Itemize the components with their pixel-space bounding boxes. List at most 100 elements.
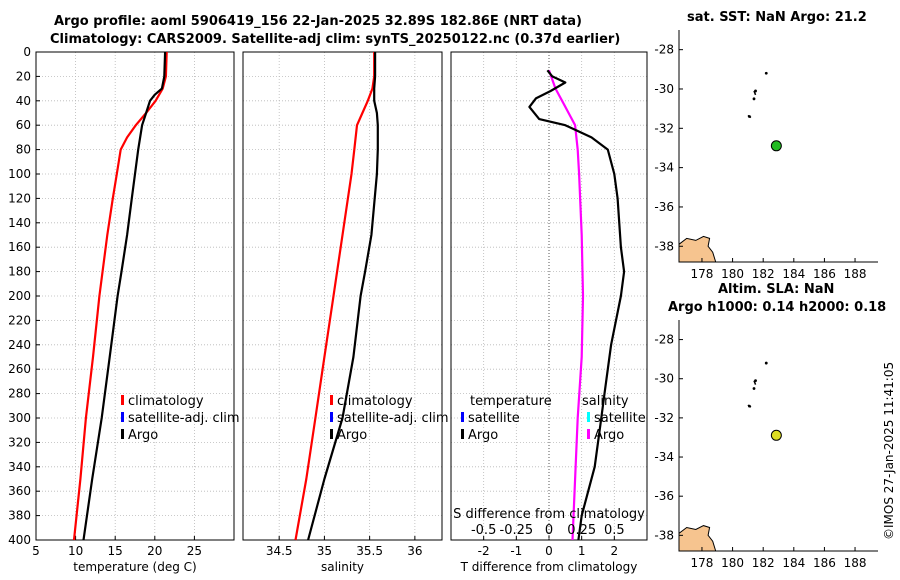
map-sla-ytick-label: -30	[654, 372, 674, 386]
map-sla-land	[678, 525, 717, 552]
differences-legend-s-satellite-label: satellite	[594, 411, 646, 426]
map-sla-track-point	[764, 361, 768, 365]
salinity-legend-argo-label: Argo	[337, 428, 367, 443]
map-sst-xtick-label: 178	[691, 267, 714, 281]
map-sst-ytick-label: -36	[654, 200, 674, 214]
temperature-climatology-line	[72, 51, 168, 541]
temperature-legend-satellite-label: satellite-adj. clim	[128, 411, 240, 426]
map-sst-xtick-label: 186	[813, 267, 836, 281]
temperature-argo-line	[82, 51, 167, 541]
salinity-climatology-line	[294, 52, 376, 541]
differences-legend-salinity-heading: salinity	[582, 394, 629, 409]
salinity-xtick-label: 36	[407, 544, 422, 558]
temperature-ytick-label: 200	[8, 289, 31, 303]
map-sla-title-line2: Argo h1000: 0.14 h2000: 0.18	[668, 300, 887, 315]
differences-legend-s-argo-label: Argo	[594, 428, 624, 443]
temperature-legend-climatology-label: climatology	[128, 394, 204, 409]
map-sst-xtick-label: 184	[782, 267, 805, 281]
map-sla-xtick-label: 184	[782, 556, 805, 570]
map-sla-track-segment	[753, 380, 757, 385]
differences-xlabel: T difference from climatology	[460, 560, 638, 574]
differences-s-tick-label: 0.5	[604, 523, 625, 538]
differences-s-axis-label: S difference from climatology	[453, 507, 645, 522]
differences-s-tick-label: -0.5	[471, 523, 496, 538]
temperature-xtick-label: 10	[68, 544, 83, 558]
temperature-ytick-label: 360	[8, 484, 31, 498]
differences-xtick-label: -1	[510, 544, 522, 558]
map-sst-ytick-label: -34	[654, 161, 674, 175]
map-sla-profile-marker	[770, 429, 782, 441]
map-sst-ytick-label: -30	[654, 82, 674, 96]
map-sla-xtick-label: 182	[752, 556, 775, 570]
map-sst-track-point	[752, 97, 756, 101]
map-sla-ytick-label: -32	[654, 411, 674, 425]
salinity-xtick-label: 35.5	[356, 544, 383, 558]
map-sla-track-segment	[747, 404, 752, 408]
salinity-legend-climatology-swatch	[330, 395, 333, 405]
temperature-ytick-label: 260	[8, 362, 31, 376]
temperature-ytick-label: 300	[8, 411, 31, 425]
map-sst-profile-marker	[770, 140, 782, 152]
map-sla-track-point	[752, 387, 756, 390]
temperature-xtick-label: 15	[108, 544, 123, 558]
map-sst-title: sat. SST: NaN Argo: 21.2	[687, 10, 867, 25]
differences-legend-s-argo-swatch	[587, 429, 590, 439]
salinity-axes-frame	[242, 51, 443, 541]
differences-s-tick-label: 0	[545, 523, 553, 538]
map-sla-xtick-label: 188	[844, 556, 867, 570]
differences-legend-t-argo-label: Argo	[468, 428, 498, 443]
temperature-xtick-label: 25	[187, 544, 202, 558]
map-sst-ytick-label: -28	[654, 43, 674, 57]
map-sst-xtick-label: 188	[844, 267, 867, 281]
map-sst-ytick-label: -38	[654, 239, 674, 253]
map-sst-ytick-label: -32	[654, 121, 674, 135]
temperature-ytick-label: 320	[8, 435, 31, 449]
map-sla-ytick-label: -34	[654, 450, 674, 464]
map-sla-ytick-label: -36	[654, 489, 674, 503]
temperature-legend-climatology-swatch	[121, 395, 124, 405]
map-sla-xtick-label: 178	[691, 556, 714, 570]
differences-legend-t-argo-swatch	[461, 429, 464, 439]
temperature-xtick-label: 20	[147, 544, 162, 558]
temperature-xlabel: temperature (deg C)	[73, 560, 196, 574]
map-sla-xtick-label: 180	[721, 556, 744, 570]
main-title-line2: Climatology: CARS2009. Satellite-adj cli…	[50, 32, 621, 47]
temperature-ytick-label: 280	[8, 387, 31, 401]
temperature-ytick-label: 400	[8, 533, 31, 547]
temperature-ytick-label: 0	[23, 45, 31, 59]
differences-xtick-label: 2	[611, 544, 619, 558]
differences-xtick-label: 0	[545, 544, 553, 558]
salinity-legend-satellite-swatch	[330, 412, 333, 422]
map-sla-xtick-label: 186	[813, 556, 836, 570]
map-sst-track-segment	[753, 90, 757, 96]
temperature-legend-argo-label: Argo	[128, 428, 158, 443]
differences-xtick-label: -2	[478, 544, 490, 558]
differences-s-tick-label: -0.25	[500, 523, 534, 538]
differences-legend-t-satellite-swatch	[461, 412, 464, 422]
temperature-ytick-label: 180	[8, 265, 31, 279]
temperature-ytick-label: 220	[8, 313, 31, 327]
temperature-ytick-label: 240	[8, 338, 31, 352]
salinity-xtick-label: 34.5	[266, 544, 293, 558]
temperature-xtick-label: 5	[32, 544, 40, 558]
temperature-difference-line	[528, 69, 626, 541]
salinity-legend-climatology-label: climatology	[337, 394, 413, 409]
salinity-xlabel: salinity	[321, 560, 364, 574]
map-sst-track-segment	[747, 114, 752, 119]
map-sla-ytick-label: -28	[654, 333, 674, 347]
temperature-ytick-label: 160	[8, 240, 31, 254]
differences-legend-temperature-heading: temperature	[470, 394, 552, 409]
salinity-legend-argo-swatch	[330, 429, 333, 439]
temperature-ytick-label: 340	[8, 460, 31, 474]
salinity-difference-line	[547, 69, 585, 541]
differences-s-tick-label: 0.25	[567, 523, 596, 538]
differences-legend-t-satellite-label: satellite	[468, 411, 520, 426]
temperature-legend-satellite-swatch	[121, 412, 124, 422]
differences-xtick-label: 1	[578, 544, 586, 558]
temperature-ytick-label: 40	[16, 94, 31, 108]
main-title-line1: Argo profile: aoml 5906419_156 22-Jan-20…	[54, 14, 582, 29]
temperature-ytick-label: 380	[8, 509, 31, 523]
temperature-ytick-label: 140	[8, 216, 31, 230]
map-sst-xtick-label: 182	[752, 267, 775, 281]
